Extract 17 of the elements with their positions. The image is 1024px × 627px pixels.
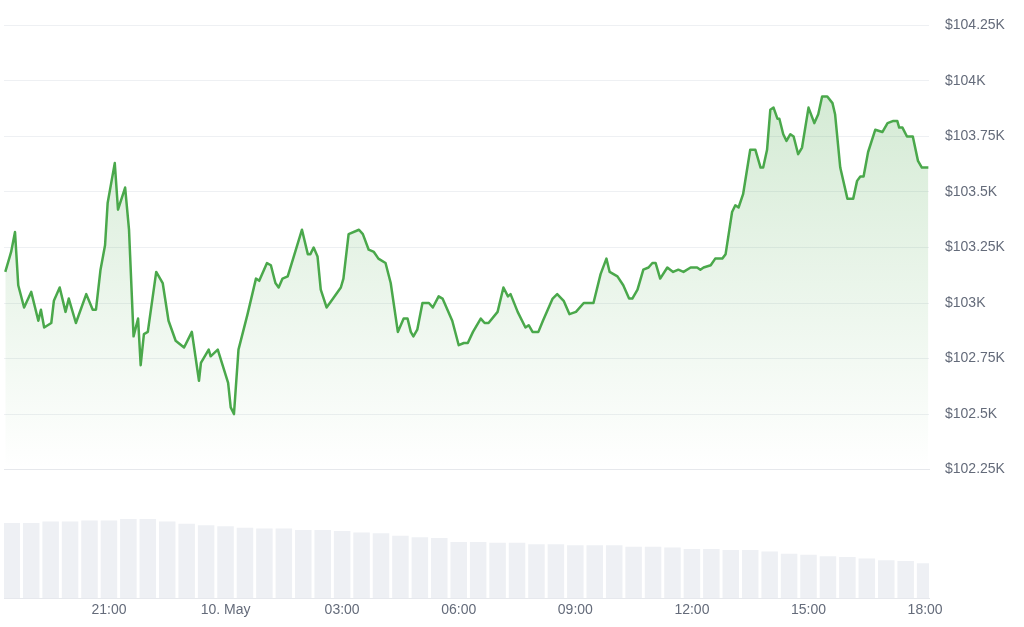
y-tick-label: $104K — [945, 71, 987, 88]
y-tick-label: $102.5K — [945, 404, 998, 421]
y-tick-label: $103.25K — [945, 238, 1006, 255]
x-tick-label: 03:00 — [324, 601, 360, 618]
x-tick-label: 18:00 — [907, 601, 943, 618]
y-tick-label: $102.75K — [945, 349, 1006, 366]
x-tick-label: 06:00 — [441, 601, 477, 618]
x-tick-label: 10. May — [200, 601, 251, 618]
x-tick-label: 21:00 — [91, 601, 127, 618]
x-tick-label: 12:00 — [674, 601, 710, 618]
y-tick-label: $103.5K — [945, 182, 998, 199]
y-tick-label: $103K — [945, 293, 987, 310]
y-tick-label: $104.25K — [945, 16, 1006, 33]
y-tick-label: $102.25K — [945, 460, 1006, 477]
y-tick-label: $103.75K — [945, 127, 1006, 144]
x-tick-label: 15:00 — [790, 601, 827, 618]
x-tick-label: 09:00 — [557, 601, 594, 618]
